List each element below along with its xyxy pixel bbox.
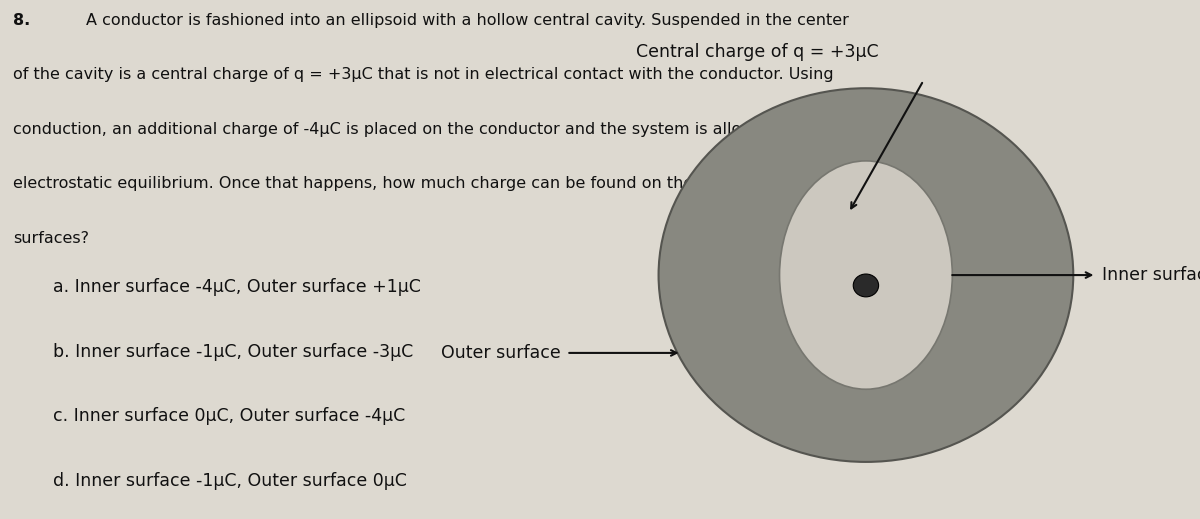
Text: a. Inner surface -4μC, Outer surface +1μC: a. Inner surface -4μC, Outer surface +1μ… bbox=[53, 278, 421, 296]
Text: Central charge of q = +3μC: Central charge of q = +3μC bbox=[636, 43, 878, 61]
Text: A conductor is fashioned into an ellipsoid with a hollow central cavity. Suspend: A conductor is fashioned into an ellipso… bbox=[86, 13, 848, 28]
Text: b. Inner surface -1μC, Outer surface -3μC: b. Inner surface -1μC, Outer surface -3μ… bbox=[53, 343, 413, 361]
Ellipse shape bbox=[659, 88, 1073, 462]
Circle shape bbox=[853, 274, 878, 297]
Ellipse shape bbox=[780, 161, 953, 389]
Text: Inner surface: Inner surface bbox=[1102, 266, 1200, 284]
Text: 8.: 8. bbox=[13, 13, 30, 28]
Text: electrostatic equilibrium. Once that happens, how much charge can be found on th: electrostatic equilibrium. Once that hap… bbox=[13, 176, 823, 192]
Text: c. Inner surface 0μC, Outer surface -4μC: c. Inner surface 0μC, Outer surface -4μC bbox=[53, 407, 406, 426]
Text: conduction, an additional charge of -4μC is placed on the conductor and the syst: conduction, an additional charge of -4μC… bbox=[13, 122, 846, 137]
Text: surfaces?: surfaces? bbox=[13, 231, 89, 246]
Text: d. Inner surface -1μC, Outer surface 0μC: d. Inner surface -1μC, Outer surface 0μC bbox=[53, 472, 407, 490]
Text: Outer surface: Outer surface bbox=[440, 344, 560, 362]
Text: of the cavity is a central charge of q = +3μC that is not in electrical contact : of the cavity is a central charge of q =… bbox=[13, 67, 834, 83]
